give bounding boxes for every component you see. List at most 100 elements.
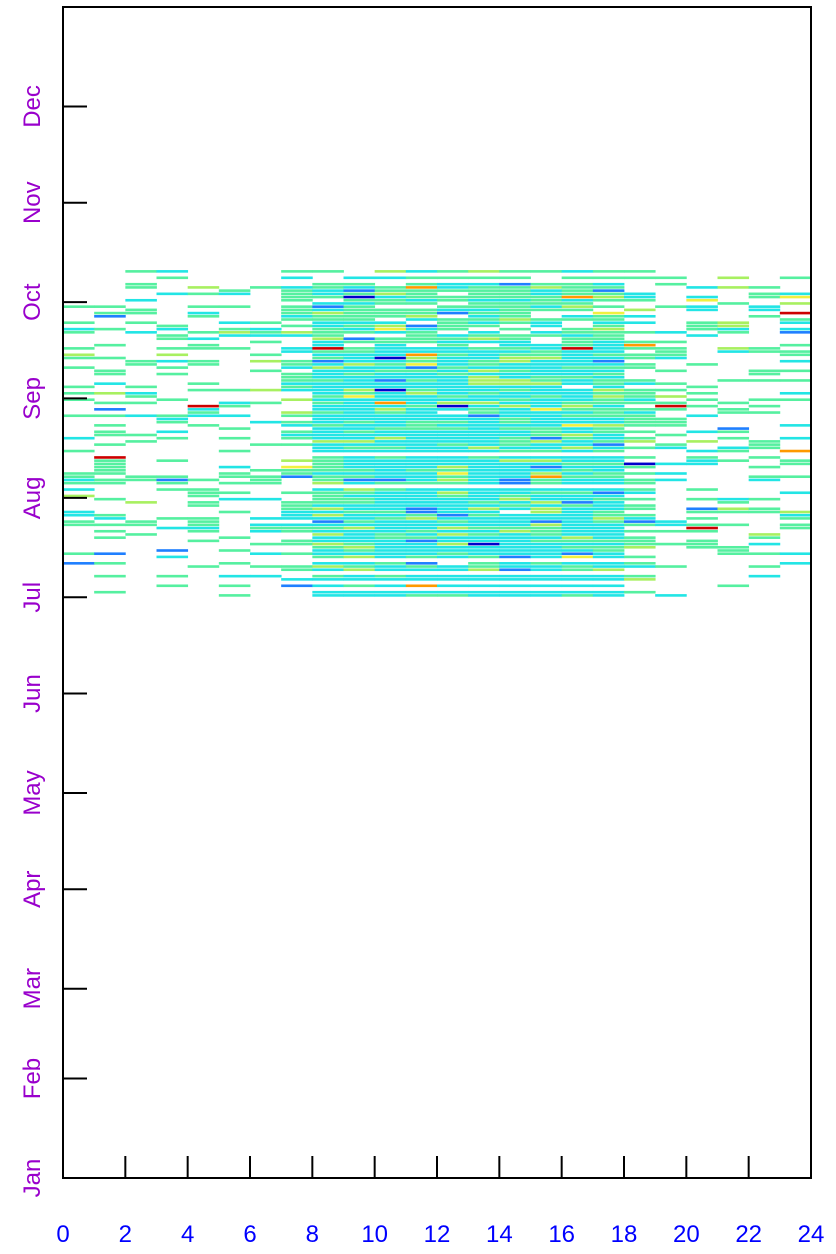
heatmap-cell — [374, 555, 407, 559]
heatmap-cell — [592, 501, 625, 504]
heatmap-cell — [187, 494, 220, 498]
heatmap-cell — [281, 526, 313, 530]
heatmap-cell — [63, 488, 95, 491]
heatmap-cell — [343, 478, 376, 482]
heatmap-cell — [592, 568, 625, 572]
heatmap-cell — [530, 517, 563, 520]
heatmap-cell — [779, 295, 812, 299]
heatmap-cell — [437, 436, 469, 440]
heatmap-cell — [717, 411, 750, 414]
heatmap-cell — [281, 420, 313, 424]
heatmap-cell — [499, 513, 531, 517]
heatmap-cell — [281, 433, 313, 437]
heatmap-cell — [374, 363, 407, 366]
heatmap-cell — [374, 404, 407, 408]
heatmap-cell — [561, 562, 594, 565]
heatmap-cell — [374, 311, 407, 315]
heatmap-cell — [530, 401, 563, 405]
heatmap-cell — [530, 324, 563, 328]
heatmap-cell — [499, 584, 531, 588]
heatmap-cell — [405, 398, 438, 402]
heatmap-cell — [374, 401, 407, 405]
heatmap-cell — [374, 337, 407, 341]
heatmap-cell — [717, 324, 750, 328]
heatmap-cell — [468, 491, 500, 495]
heatmap-cell — [499, 562, 531, 565]
heatmap-cell — [530, 456, 563, 459]
heatmap-cell — [187, 331, 220, 334]
heatmap-cell — [343, 523, 376, 527]
heatmap-cell — [374, 497, 407, 501]
heatmap-cell — [530, 520, 563, 523]
heatmap-cell — [63, 321, 95, 325]
heatmap-cell — [779, 350, 812, 353]
heatmap-cell — [374, 578, 407, 581]
heatmap-cell — [592, 552, 625, 556]
heatmap-cell — [374, 375, 407, 379]
heatmap-cell — [779, 562, 812, 565]
heatmap-cell — [250, 565, 282, 568]
heatmap-cell — [312, 350, 344, 353]
heatmap-cell — [312, 369, 344, 373]
heatmap-cell — [468, 565, 500, 568]
heatmap-cell — [624, 356, 656, 360]
heatmap-cell — [468, 539, 500, 543]
heatmap-cell — [624, 491, 656, 495]
heatmap-cell — [499, 347, 531, 350]
heatmap-cell — [592, 379, 625, 382]
heatmap-cell — [312, 372, 344, 376]
heatmap-cell — [374, 513, 407, 517]
heatmap-cell — [437, 440, 469, 443]
heatmap-cell — [250, 497, 282, 501]
heatmap-cell — [592, 305, 625, 308]
heatmap-cell — [530, 542, 563, 546]
heatmap-cell — [499, 568, 531, 572]
heatmap-cell — [686, 286, 718, 289]
heatmap-cell — [530, 491, 563, 495]
heatmap-cell — [156, 334, 189, 337]
heatmap-cell — [312, 321, 344, 325]
heatmap-cell — [530, 481, 563, 485]
heatmap-cell — [468, 292, 500, 296]
heatmap-cell — [530, 555, 563, 559]
heatmap-cell — [405, 449, 438, 453]
y-tick-label: Oct — [19, 283, 46, 321]
heatmap-cell — [343, 507, 376, 511]
heatmap-cell — [624, 424, 656, 427]
heatmap-cell — [405, 533, 438, 536]
heatmap-cell — [624, 497, 656, 501]
heatmap-cell — [343, 536, 376, 539]
heatmap-cell — [437, 385, 469, 389]
heatmap-cell — [561, 462, 594, 466]
heatmap-cell — [437, 395, 469, 398]
heatmap-cell — [530, 372, 563, 376]
heatmap-cell — [624, 308, 656, 312]
heatmap-cell — [655, 408, 687, 411]
heatmap-cell — [156, 574, 189, 578]
heatmap-cell — [499, 533, 531, 536]
heatmap-cell — [405, 334, 438, 337]
heatmap-cell — [468, 334, 500, 337]
heatmap-cell — [561, 375, 594, 379]
heatmap-cell — [561, 295, 594, 299]
heatmap-cell — [499, 298, 531, 302]
heatmap-cell — [561, 504, 594, 507]
heatmap-cell — [561, 513, 594, 517]
y-tick-label: Sep — [19, 377, 46, 420]
heatmap-cell — [624, 555, 656, 559]
heatmap-cell — [592, 590, 625, 594]
heatmap-cell — [530, 363, 563, 366]
heatmap-cell — [561, 334, 594, 337]
heatmap-cell — [779, 523, 812, 527]
heatmap-cell — [187, 520, 220, 523]
heatmap-cell — [437, 533, 469, 536]
heatmap-cell — [343, 491, 376, 495]
heatmap-cell — [405, 298, 438, 302]
heatmap-cell — [561, 456, 594, 459]
x-tick-label: 6 — [243, 1221, 256, 1248]
heatmap-cell — [530, 436, 563, 440]
heatmap-cell — [281, 331, 313, 334]
heatmap-cell — [218, 427, 251, 430]
heatmap-cell — [592, 542, 625, 546]
heatmap-cell — [343, 446, 376, 450]
